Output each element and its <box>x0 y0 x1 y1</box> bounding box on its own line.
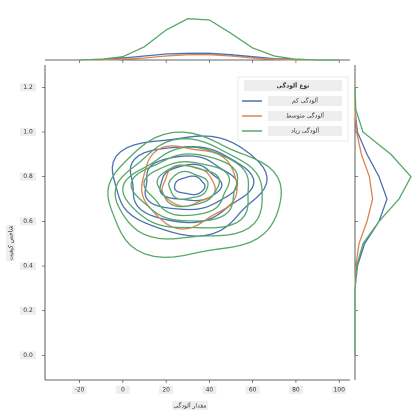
kde-contour <box>140 145 238 230</box>
x-tick-label: 20 <box>162 387 170 394</box>
legend-label: آلودگی متوسط <box>286 111 324 120</box>
y-tick-label: 0.4 <box>23 263 33 270</box>
y-tick-box <box>20 306 36 315</box>
x-tick-box <box>202 386 217 394</box>
x-tick-label: -20 <box>75 387 85 394</box>
x-tick-box <box>159 386 174 394</box>
y-tick-label: 0.0 <box>23 352 33 359</box>
x-tick-label: 40 <box>206 387 214 394</box>
x-axis-label: مقدار آلودگی <box>174 401 207 410</box>
kde-contour <box>143 161 231 217</box>
legend-label-box <box>268 111 342 121</box>
plot-area <box>107 131 282 259</box>
y-tick-label: 0.6 <box>23 218 33 225</box>
y-tick-box <box>20 128 36 137</box>
legend-label-box <box>268 126 342 136</box>
y-tick-box <box>20 351 36 360</box>
kde-contour <box>130 153 239 222</box>
x-tick-label: 100 <box>333 387 345 394</box>
y-tick-box <box>20 262 36 271</box>
y-axis-label: شاخص کیفیت <box>8 225 15 260</box>
y-tick-label: 0.8 <box>23 173 33 180</box>
x-tick-box <box>72 386 87 394</box>
legend-label: آلودگی زیاد <box>291 126 319 135</box>
y-label-box <box>6 225 15 261</box>
x-tick-label: 80 <box>292 387 300 394</box>
legend-title-box <box>244 80 342 91</box>
x-tick-box <box>288 386 303 394</box>
y-tick-box <box>20 83 36 92</box>
kde-contour <box>122 146 250 229</box>
y-tick-label: 1.0 <box>23 129 33 136</box>
right-marginal-density <box>354 87 412 356</box>
x-label-box <box>172 401 208 410</box>
legend-title: نوع آلودگی <box>277 81 310 90</box>
x-tick-box <box>245 386 260 394</box>
y-tick-box <box>20 172 36 181</box>
kde-contour <box>129 145 255 224</box>
kde-contour <box>168 170 209 200</box>
top-marginal-density <box>79 18 340 61</box>
x-tick-box <box>115 386 130 394</box>
kde-contour <box>156 164 221 208</box>
legend-label: آلودگی کم <box>292 96 318 105</box>
kde-contour <box>114 138 263 240</box>
x-tick-box <box>332 386 347 394</box>
y-tick-box <box>20 217 36 226</box>
top-marginal-density <box>79 54 340 61</box>
x-tick-label: 0 <box>121 387 125 394</box>
y-tick-label: 0.2 <box>23 307 33 314</box>
x-tick-label: 60 <box>249 387 257 394</box>
y-tick-label: 1.2 <box>23 84 33 91</box>
kde-contour <box>144 155 239 211</box>
kde-contour <box>173 175 206 196</box>
legend-label-box <box>268 96 342 106</box>
kde-contour <box>107 131 282 259</box>
